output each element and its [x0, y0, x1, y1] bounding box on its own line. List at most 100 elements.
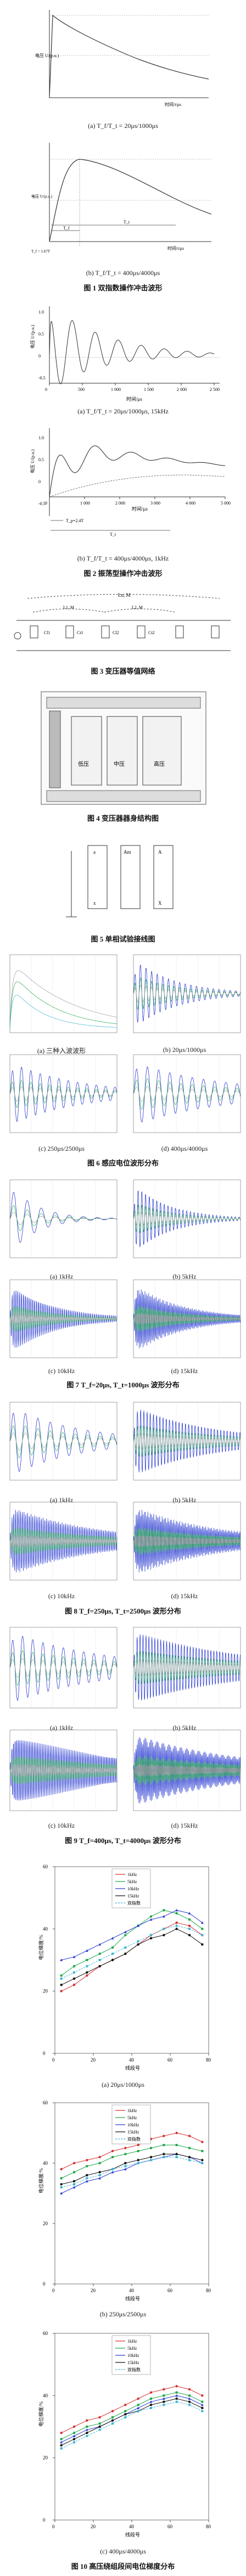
grad-point [175, 1924, 178, 1927]
grad-point [60, 2444, 63, 2447]
grad-point [201, 2150, 204, 2152]
grad-point [73, 1965, 75, 1968]
panel-frame [133, 954, 241, 1033]
grad-point [201, 1928, 204, 1930]
grad-xtick-label: 80 [206, 2524, 211, 2529]
fig2a-xtick-label: 1 000 [111, 387, 121, 392]
grad-point [73, 2441, 75, 2444]
caption-6c: (c) 250μs/2500μs [38, 1145, 85, 1152]
grad-series-line [61, 1909, 203, 1961]
grad-point [98, 2162, 101, 2164]
grad-point [85, 1949, 88, 1952]
fig7-panel-3 [9, 1279, 118, 1358]
grad-point [163, 2388, 165, 2391]
grad-point [111, 2168, 114, 2170]
grad-xlabel: 线段号 [125, 2065, 140, 2071]
waveform-series [9, 1191, 118, 1243]
waveform-series [9, 970, 118, 1029]
grad-point [201, 2159, 204, 2161]
grad-point [150, 2398, 152, 2400]
waveform-series [133, 965, 241, 1023]
grad-legend-label: 10kHz [127, 2353, 139, 2358]
grad-point [72, 2161, 76, 2165]
fig5-x-lower: x [93, 900, 96, 906]
grad-legend-label: 双指数 [127, 2367, 141, 2372]
grad-point [111, 2149, 114, 2153]
grad-point [60, 1958, 63, 1961]
waveform-series [133, 1066, 241, 1123]
waveform-series [9, 1763, 118, 1777]
fig2a-xtick-label: 2 500 [210, 387, 220, 392]
grad-point [86, 2165, 88, 2168]
grad-point [73, 2171, 75, 2174]
grad-point [149, 2404, 153, 2406]
grad-point [124, 2147, 127, 2149]
fig4-structure: 低压 中压 高压 [41, 691, 206, 805]
grad-point [137, 1943, 139, 1946]
fig4-hv: 高压 [154, 760, 165, 768]
grad-point [188, 1918, 191, 1921]
grad-point [149, 1937, 153, 1940]
grad-point [163, 2156, 165, 2158]
grad-point [86, 1959, 88, 1961]
grad-point [175, 2153, 178, 2155]
grad-point [60, 1984, 63, 1986]
grad-point [60, 1990, 63, 1992]
grad-point [188, 2400, 191, 2403]
fig8-panel-4 [133, 1502, 241, 1581]
grad-point [163, 1934, 165, 1936]
grad-point [175, 2144, 178, 2146]
grad-point [188, 1924, 191, 1927]
grad-legend-label: 5kHz [127, 2115, 137, 2120]
grad-point [72, 2186, 76, 2188]
caption-8b: (b) 5kHz [172, 1496, 197, 1504]
grad-ytick-label: 40 [43, 1926, 48, 1931]
grad-legend-label: 双指数 [127, 2136, 141, 2142]
grad-point [137, 1940, 139, 1942]
grad-point [60, 2432, 63, 2434]
grad-point [137, 2143, 139, 2147]
waveform-series [9, 1080, 118, 1108]
waveform-series [133, 1211, 241, 1227]
fig7-panels [0, 1178, 246, 1375]
grad-ytick-label: 60 [43, 2100, 48, 2105]
grad-series-line [61, 2132, 203, 2170]
grad-point [72, 1984, 76, 1986]
caption-9b: (b) 5kHz [172, 1724, 197, 1732]
caption-8c: (c) 10kHz [48, 1592, 75, 1600]
grad-xtick-label: 40 [129, 2057, 135, 2063]
grad-point [98, 2155, 101, 2159]
fig6-panel-2 [133, 954, 241, 1033]
grad-xtick-label: 0 [52, 2288, 55, 2293]
fig2b-xtick-label: 5 000 [221, 501, 231, 506]
grad-series-line [61, 2395, 203, 2443]
grad-point [60, 1978, 63, 1980]
fig3-l1: L1, M [63, 605, 74, 610]
grad-point [149, 2400, 153, 2403]
fig5-am: Am [124, 849, 131, 855]
grad-xtick-label: 80 [206, 2057, 211, 2063]
grad-series-line [61, 2392, 203, 2440]
caption-6b: (b) 20μs/1000μs [163, 1046, 206, 1054]
grad-xtick-label: 20 [91, 2288, 96, 2293]
grad-point [124, 1930, 127, 1933]
fig10c-chart: 0 20 40 60 0 20 40 60 80 电位梯度/% 线段号 1kHz 5kHz 10kHz 15… [38, 2331, 211, 2538]
grad-point [86, 1974, 88, 1977]
fig9-panels [0, 1625, 246, 1831]
fig2b-curve [49, 445, 226, 497]
caption-10b: (b) 250μs/2500μs [99, 2310, 147, 2318]
fig3-ct2: Ct2 [148, 630, 155, 635]
grad-point [85, 2428, 88, 2431]
grad-point [163, 2153, 165, 2155]
grad-legend-label: 15kHz [127, 2360, 139, 2365]
fig3-ln: Ln, M [118, 592, 131, 598]
caption-10c: (c) 400μs/4000μs [100, 2547, 146, 2555]
grad-point [137, 2410, 139, 2412]
grad-point [188, 2159, 191, 2161]
grad-point [188, 2155, 191, 2159]
grad-point [137, 2162, 139, 2164]
grad-point [60, 1974, 63, 1977]
fig8-panels [0, 1400, 246, 1600]
grad-xtick-label: 40 [129, 2524, 135, 2529]
grad-point [188, 2394, 191, 2397]
